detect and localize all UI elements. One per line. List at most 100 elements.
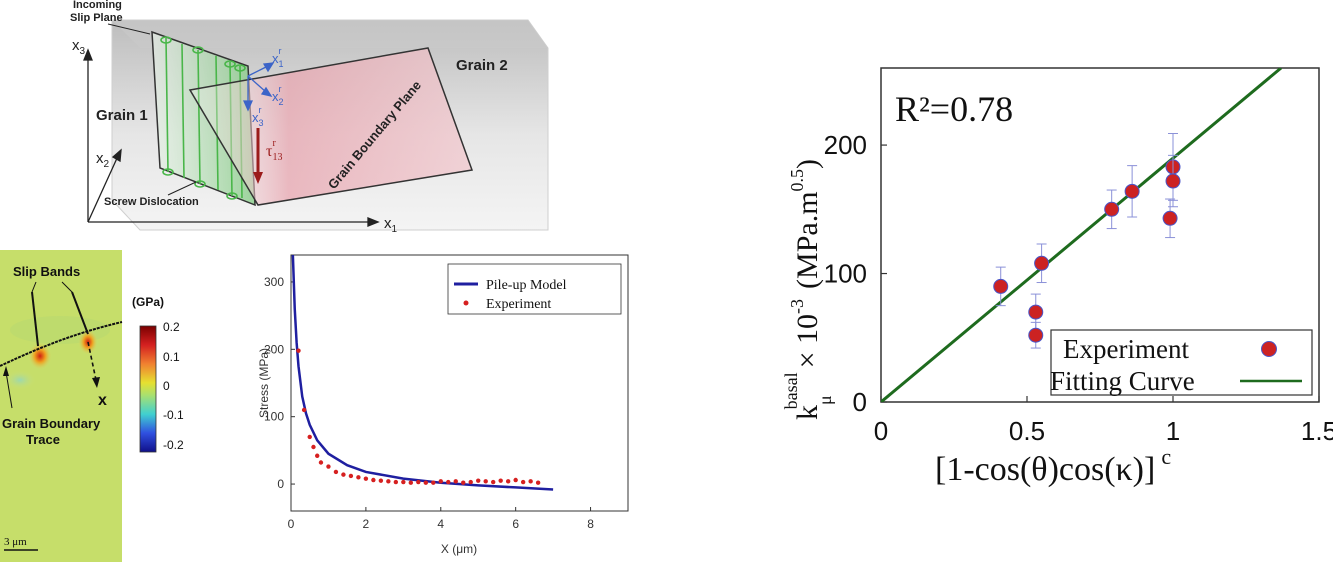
data-point-experiment [318,460,324,465]
shear-stress-label: τ13r [266,138,282,163]
k-chart-xlabel: [1-cos(θ)cos(κ)] c [935,444,1171,488]
data-point-experiment [311,444,316,450]
data-point-experiment [468,479,473,485]
stress-map-panel: Slip Bands x Grain Boundary Trace 3 μm (G… [0,250,184,562]
data-point-experiment [520,479,526,485]
data-point-experiment [315,453,320,458]
data-point-experiment [461,480,466,485]
incoming-slip-plane-label: Incoming Slip Plane [70,0,123,24]
screw-dislocation-pointer [167,181,197,196]
series-line-fitting-curve [881,68,1283,402]
schematic-panel: x3 x2 x1 x1r x2r x3r τ13r Incoming Slip P… [70,0,549,235]
y-tick-label: 100 [264,410,284,424]
local-axes [242,62,275,112]
colorbar-tick: 0.1 [163,350,180,364]
data-point-experiment [363,476,369,481]
k-chart-ylabel: kμbasal× 10-3(MPa.m0.5) [781,159,835,420]
colorbar-tick: -0.1 [163,408,184,422]
incoming-slip-plane [151,30,256,207]
data-point-experiment [393,479,399,485]
data-point-experiment [993,278,1009,294]
data-point-experiment [386,479,391,484]
stress-chart: 0 2 4 6 8 0 100 200 300 Stress (MPa) X (μm) Pile… [257,254,629,556]
local-axis-x2r: x2r [272,84,284,107]
legend-swatch-experiment [463,300,469,306]
k-chart: 0 0.5 1 1.5 0 100 200 R²=0.78 kμbasal× 10-3(MP… [781,67,1333,488]
legend-label-pile-up-model: Pile-up Model [486,278,567,293]
grain1-label: Grain 1 [96,107,148,124]
data-point-experiment [498,478,503,483]
local-axis-x1r: x1r [272,46,284,69]
stress-chart-legend-box [447,263,622,315]
x-tick-label: 0 [288,517,295,531]
k-chart-legend-box [1050,329,1313,396]
colorbar-tick: 0 [163,379,170,393]
x-tick-label: 4 [437,517,444,531]
k-chart-legend: Experiment Fitting Curve [1050,329,1313,396]
data-point-experiment [1028,304,1044,320]
data-point-experiment [483,479,488,484]
data-point-experiment [505,479,511,484]
series-line-pile-up-model [291,255,554,491]
data-point-experiment [491,479,496,485]
y-tick-label: 200 [264,342,284,356]
data-point-experiment [301,407,307,413]
incoming-slip-plane-pointer [107,23,151,35]
k-chart-marks [881,68,1283,402]
screw-dislocation-label: Screw Dislocation [104,196,199,208]
data-point-experiment [453,479,458,484]
data-point-experiment [416,479,421,485]
data-point-experiment [356,475,361,480]
data-point-experiment [1028,327,1044,343]
shear-stress-arrow-head [253,172,263,184]
y-tick-label: 0 [853,387,867,417]
data-point-experiment [1162,210,1178,226]
x-tick-label: 2 [363,517,370,531]
slip-band-2 [71,291,89,335]
data-point-experiment [401,479,406,485]
stress-chart-xlabel: X (μm) [441,542,477,556]
legend-label-experiment: Experiment [486,297,551,312]
x-direction-label: x [98,392,107,409]
colorbar-tick: -0.2 [163,438,184,452]
data-point-experiment [535,480,541,485]
stress-hotspot-1 [28,342,52,370]
colorbar-unit: (GPa) [132,295,164,309]
data-point-experiment [408,480,414,485]
data-point-experiment [476,478,481,483]
stress-chart-marks [291,255,554,491]
data-point-experiment [341,472,346,477]
colorbar-tick: 0.2 [163,320,180,334]
slip-band-1 [31,291,39,347]
axis-x2-label: x2 [96,150,110,170]
legend-label-experiment-k: Experiment [1063,334,1189,364]
data-point-experiment [307,434,312,440]
global-axes [83,48,380,227]
data-point-experiment [326,464,331,469]
gb-trace-pointer [5,371,13,409]
stress-chart-legend: Pile-up Model Experiment [447,263,622,315]
axis-x3-label: x3 [72,37,86,57]
y-tick-label: 0 [277,477,284,491]
data-point-experiment [513,477,518,483]
data-point-experiment [1165,173,1181,189]
legend-label-fitting-curve: Fitting Curve [1050,366,1195,396]
data-point-experiment [371,477,376,483]
y-tick-label: 200 [824,130,867,160]
data-point-experiment [348,473,354,479]
slip-bands-label: Slip Bands [13,264,80,279]
grain2-label: Grain 2 [456,57,508,74]
data-point-experiment [528,479,533,484]
y-tick-label: 300 [264,275,284,289]
colorbar [139,325,157,453]
stress-chart-ylabel: Stress (MPa) [257,348,271,418]
x-tick-label: 8 [587,517,594,531]
data-point-experiment [438,479,443,484]
x-tick-label: 1 [1166,416,1180,446]
data-point-experiment [378,478,384,483]
x-tick-label: 1.5 [1301,416,1333,446]
data-point-experiment [333,469,339,475]
data-point-experiment [1104,201,1120,217]
x-tick-label: 6 [512,517,519,531]
